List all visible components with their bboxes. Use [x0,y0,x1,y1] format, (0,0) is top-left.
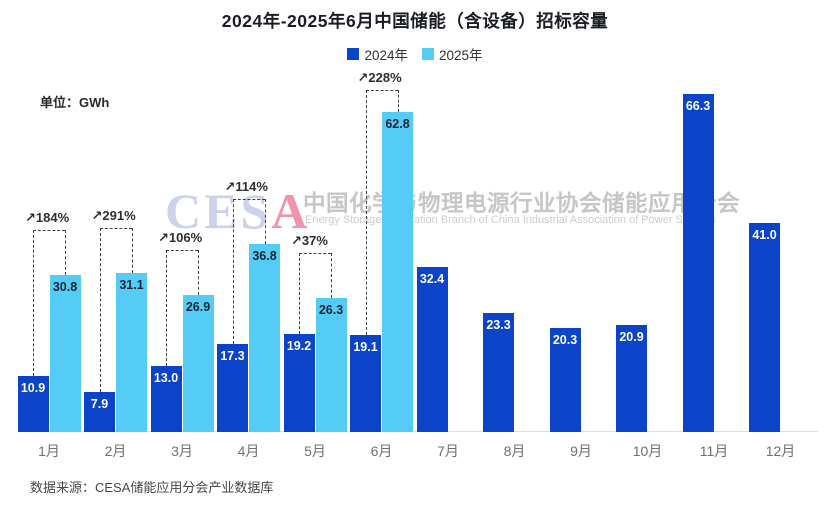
chart-title: 2024年-2025年6月中国储能（含设备）招标容量 [221,11,609,31]
legend-swatch-2025 [422,48,434,60]
bar-2024-9月: 20.3 [549,328,581,432]
growth-bracket-left-6月 [365,90,367,335]
growth-label-4月: ↗114% [224,179,268,195]
bar-2024-4月: 17.3 [217,343,248,432]
bar-value-2024-7月: 32.4 [419,271,445,286]
bar-2024-3月: 13.0 [150,365,182,432]
bar-2024-6月: 19.1 [350,334,381,432]
x-axis-label-6月: 6月 [370,443,393,459]
growth-bracket-left-1月 [33,229,34,377]
legend-label-2025: 2025年 [439,48,483,63]
bar-2025-6月: 62.8 [382,111,413,432]
growth-label-5月: ↗37% [291,232,328,248]
growth-bracket-top-2月 [99,228,132,230]
growth-label-1月: ↗184% [25,209,70,225]
bar-2024-5月: 19.2 [283,334,315,432]
growth-bracket-right-4月 [264,199,266,245]
bar-value-2025-5月: 26.3 [318,302,344,317]
growth-bracket-left-3月 [166,249,167,366]
growth-bracket-top-4月 [232,199,265,201]
bar-2025-1月: 30.8 [49,274,81,432]
bar-2025-4月: 36.8 [249,244,280,432]
bar-2024-2月: 7.9 [84,391,115,432]
legend-label-2024: 2024年 [364,48,408,63]
bar-value-2025-2月: 31.1 [119,278,144,293]
bar-2025-5月: 26.3 [315,297,347,432]
growth-label-2月: ↗291% [91,208,136,224]
legend-item-2025: 2025年 [422,44,483,64]
unit-label: 单位：GWh [40,95,110,110]
bar-value-2024-9月: 20.3 [552,333,578,348]
legend-item-2024: 2024年 [347,44,408,64]
bar-value-2025-1月: 30.8 [52,279,78,294]
bar-2025-3月: 26.9 [182,294,214,432]
data-source-label: 数据来源：CESA储能应用分会产业数据库 [30,480,274,495]
growth-bracket-right-2月 [131,228,133,274]
growth-bracket-top-5月 [299,252,331,254]
bar-2024-1月: 10.9 [17,376,49,432]
bar-2024-8月: 23.3 [483,313,514,432]
x-axis-label-9月: 9月 [570,443,592,459]
growth-bracket-left-2月 [99,228,101,392]
x-axis-label-4月: 4月 [237,443,260,459]
x-axis-label-10月: 10月 [632,443,663,459]
growth-bracket-right-5月 [331,252,332,298]
x-axis-label-11月: 11月 [699,443,729,459]
legend-swatch-2024 [347,48,360,60]
bar-value-2025-3月: 26.9 [185,299,211,314]
bar-2024-11月: 66.3 [682,93,714,432]
growth-bracket-top-3月 [166,249,198,251]
growth-bracket-right-6月 [397,90,399,112]
bar-2025-2月: 31.1 [116,273,147,432]
growth-bracket-top-6月 [365,90,398,91]
x-axis-label-8月: 8月 [503,443,526,459]
x-axis-label-7月: 7月 [437,443,459,459]
bar-value-2024-8月: 23.3 [486,318,511,333]
bar-value-2024-11月: 66.3 [685,98,711,113]
growth-label-3月: ↗106% [158,229,203,245]
bar-value-2025-6月: 62.8 [385,116,410,131]
growth-bracket-left-5月 [299,252,300,335]
x-axis-label-3月: 3月 [171,443,193,459]
growth-bracket-right-1月 [65,229,66,275]
bar-value-2024-6月: 19.1 [353,339,378,354]
legend: 2024年 2025年 [0,44,830,64]
x-axis-label-12月: 12月 [765,443,796,459]
bar-value-2024-3月: 13.0 [153,370,179,385]
bar-value-2025-4月: 36.8 [252,249,277,264]
bar-value-2024-10月: 20.9 [619,330,644,345]
bar-value-2024-2月: 7.9 [90,396,109,411]
x-axis-label-1月: 1月 [38,443,60,459]
growth-label-6月: ↗228% [357,70,402,85]
bar-2024-7月: 32.4 [416,266,448,432]
bar-value-2024-4月: 17.3 [220,348,245,363]
bar-value-2024-5月: 19.2 [286,339,312,354]
growth-bracket-left-4月 [232,199,234,344]
growth-bracket-top-1月 [33,229,65,231]
bar-2024-12月: 41.0 [749,222,780,432]
bar-value-2024-12月: 41.0 [752,227,777,242]
bar-value-2024-1月: 10.9 [20,381,46,396]
growth-bracket-right-3月 [198,249,199,295]
bar-2024-10月: 20.9 [616,325,647,432]
x-axis-label-2月: 2月 [104,443,127,459]
x-axis-label-5月: 5月 [304,443,326,459]
